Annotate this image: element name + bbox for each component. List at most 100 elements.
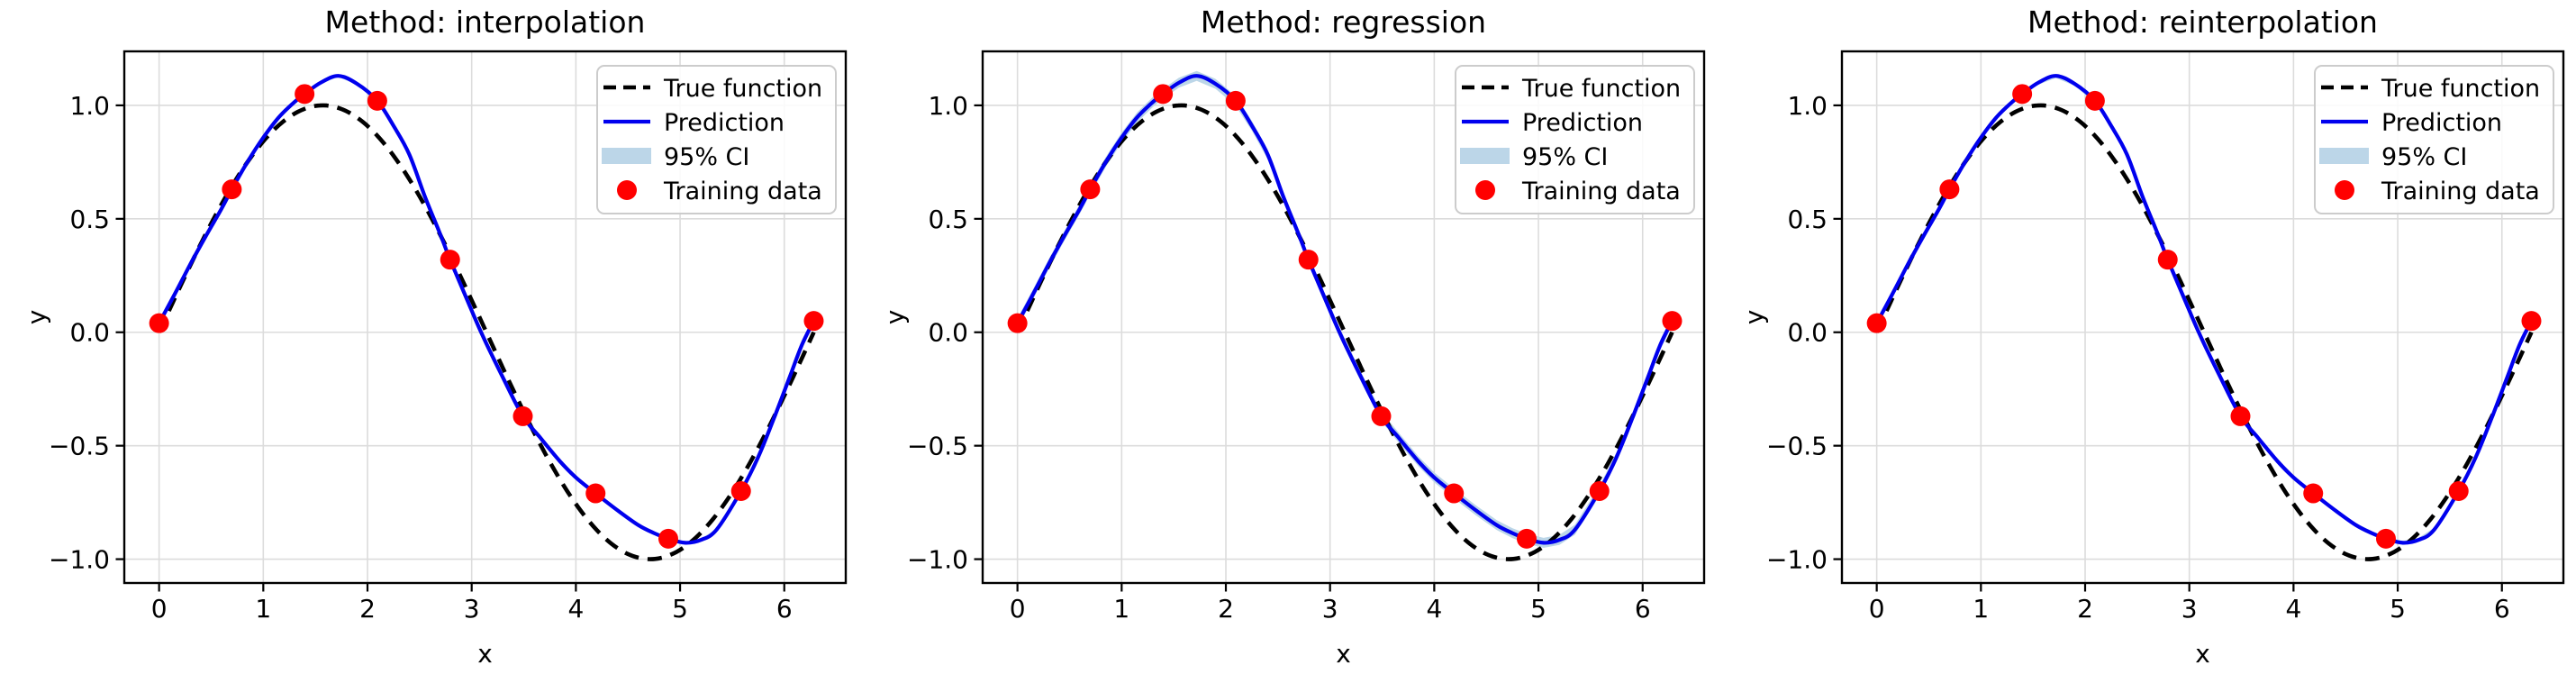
x-tick-label-6: 6 [776, 594, 793, 624]
training-point-4 [2157, 250, 2178, 270]
x-tick-label-4: 4 [1427, 594, 1443, 624]
axes-frame [1840, 50, 2564, 585]
training-point-5 [2230, 405, 2251, 426]
x-tick-label-4: 4 [567, 594, 584, 624]
training-point-7 [658, 528, 678, 549]
training-point-4 [440, 250, 460, 270]
legend-label-3: Training data [1521, 178, 1681, 205]
x-tick-label-2: 2 [359, 594, 376, 624]
training-point-9 [2521, 311, 2542, 332]
legend-sample-marker [1475, 180, 1496, 200]
legend: True function Prediction 95% CI Training da… [1455, 65, 1696, 214]
x-tick-label-4: 4 [2285, 594, 2301, 624]
x-tick-label-5: 5 [1530, 594, 1547, 624]
y-axis-label: y [22, 310, 51, 325]
legend-label-0: True function [663, 75, 822, 103]
training-point-4 [1299, 250, 1320, 270]
x-axis-label: x [2195, 639, 2210, 669]
legend-frame [595, 65, 837, 214]
training-points [1866, 84, 2542, 549]
legend-sample-patch [1460, 148, 1510, 164]
training-point-8 [730, 481, 751, 502]
training-point-0 [1007, 313, 1028, 333]
y-tick-label-3: 0.5 [69, 205, 110, 234]
legend-sample-patch [2318, 148, 2369, 164]
prediction-curve [157, 74, 816, 545]
y-axis-label: y [1739, 310, 1769, 325]
ticks: 0 1 2 3 4 5 6 −1.0 −0.5 0.0 0.5 1.0 [1766, 91, 2510, 624]
x-tick-label-2: 2 [1218, 594, 1234, 624]
x-tick-label-5: 5 [672, 594, 688, 624]
y-tick-label-1: −0.5 [1766, 432, 1828, 461]
chart-canvas-reinterpolation: 0 1 2 3 4 5 6 −1.0 −0.5 0.0 0.5 1.0 x y Method: reinte… [1739, 5, 2564, 669]
legend: True function Prediction 95% CI Training da… [595, 65, 837, 214]
chart-canvas-interpolation: 0 1 2 3 4 5 6 −1.0 −0.5 0.0 0.5 1.0 x y Method: interp… [22, 5, 848, 669]
legend-label-1: Prediction [2381, 109, 2502, 137]
axes-frame [982, 50, 1706, 585]
y-tick-label-3: 0.5 [1787, 205, 1828, 234]
training-point-6 [1444, 483, 1465, 504]
legend-label-3: Training data [2381, 178, 2540, 205]
legend-label-2: 95% CI [1522, 143, 1608, 171]
y-axis-label: y [880, 310, 910, 325]
legend-sample-marker [2334, 180, 2354, 200]
y-tick-label-0: −1.0 [49, 545, 110, 575]
legend: True function Prediction 95% CI Training da… [2313, 65, 2554, 214]
prediction-curve [1015, 74, 1674, 545]
x-tick-label-0: 0 [151, 594, 168, 624]
y-tick-label-4: 1.0 [929, 91, 969, 121]
training-point-2 [2011, 84, 2032, 105]
subplot-regression: 0 1 2 3 4 5 6 −1.0 −0.5 0.0 0.5 1.0 x y Method: regres… [858, 0, 1717, 674]
training-point-0 [1866, 313, 1887, 333]
training-point-8 [2448, 481, 2469, 502]
y-tick-label-2: 0.0 [929, 318, 969, 348]
y-tick-label-4: 1.0 [69, 91, 110, 121]
legend-label-0: True function [1521, 75, 1681, 103]
chart-title: Method: reinterpolation [2027, 5, 2378, 40]
x-tick-label-0: 0 [1868, 594, 1884, 624]
training-point-6 [2302, 483, 2323, 504]
grid [983, 51, 1705, 583]
training-point-8 [1590, 481, 1610, 502]
x-tick-label-3: 3 [464, 594, 480, 624]
y-tick-label-0: −1.0 [907, 545, 968, 575]
subplot-reinterpolation: 0 1 2 3 4 5 6 −1.0 −0.5 0.0 0.5 1.0 x y Method: reinte… [1718, 0, 2576, 674]
legend-label-1: Prediction [664, 109, 785, 137]
y-tick-label-1: −0.5 [907, 432, 968, 461]
grid [1841, 51, 2563, 583]
training-points [149, 84, 824, 549]
x-tick-label-6: 6 [1635, 594, 1651, 624]
training-point-5 [1371, 405, 1392, 426]
x-tick-label-5: 5 [2390, 594, 2406, 624]
x-tick-label-1: 1 [255, 594, 271, 624]
chart-title: Method: regression [1201, 5, 1486, 40]
chart-title: Method: interpolation [325, 5, 646, 40]
y-tick-label-4: 1.0 [1787, 91, 1828, 121]
training-point-1 [222, 179, 242, 200]
training-points [1007, 84, 1683, 549]
legend-label-2: 95% CI [664, 143, 749, 171]
x-tick-label-3: 3 [1322, 594, 1338, 624]
training-point-6 [585, 483, 606, 504]
x-axis-label: x [1337, 639, 1352, 669]
training-point-1 [1080, 179, 1101, 200]
legend-sample-patch [601, 148, 651, 164]
legend-frame [1455, 65, 1696, 214]
axes-frame [122, 50, 848, 585]
training-point-5 [512, 405, 533, 426]
training-point-9 [1662, 311, 1683, 332]
y-tick-label-0: −1.0 [1766, 545, 1828, 575]
x-tick-label-1: 1 [1114, 594, 1130, 624]
training-point-3 [2084, 90, 2105, 111]
y-tick-label-1: −0.5 [49, 432, 110, 461]
chart-canvas-regression: 0 1 2 3 4 5 6 −1.0 −0.5 0.0 0.5 1.0 x y Method: regres… [880, 5, 1706, 669]
training-point-7 [2375, 528, 2396, 549]
training-point-1 [1939, 179, 1960, 200]
prediction-curve [1874, 74, 2534, 545]
y-tick-label-3: 0.5 [929, 205, 969, 234]
y-tick-label-2: 0.0 [69, 318, 110, 348]
legend-label-3: Training data [663, 178, 822, 205]
training-point-2 [295, 84, 315, 105]
legend-label-2: 95% CI [2381, 143, 2467, 171]
